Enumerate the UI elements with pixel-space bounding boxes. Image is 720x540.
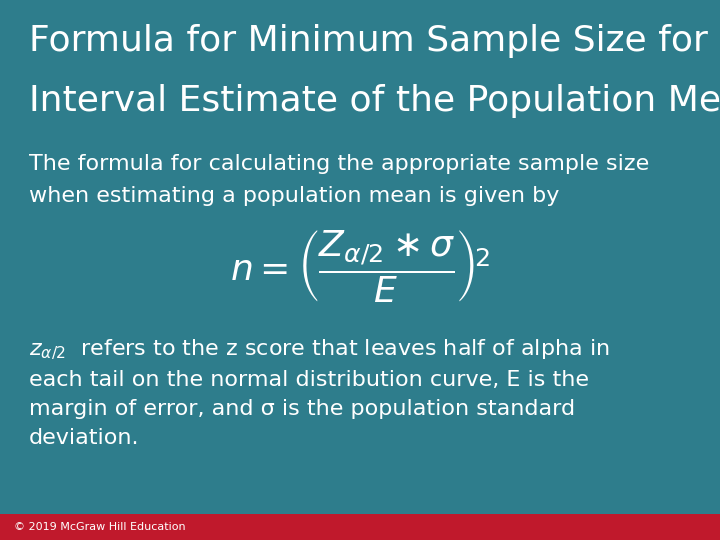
- Text: $n = \left(\dfrac{Z_{\alpha/2} \ast \sigma}{E}\right)^{\!2}$: $n = \left(\dfrac{Z_{\alpha/2} \ast \sig…: [230, 230, 490, 305]
- Text: Formula for Minimum Sample Size for an: Formula for Minimum Sample Size for an: [29, 24, 720, 58]
- Text: when estimating a population mean is given by: when estimating a population mean is giv…: [29, 186, 559, 206]
- Text: The formula for calculating the appropriate sample size: The formula for calculating the appropri…: [29, 154, 649, 174]
- Text: © 2019 McGraw Hill Education: © 2019 McGraw Hill Education: [14, 522, 186, 532]
- Text: Interval Estimate of the Population Mean: Interval Estimate of the Population Mean: [29, 84, 720, 118]
- Text: $z_{\alpha/2}$  refers to the z score that leaves half of alpha in
each tail on : $z_{\alpha/2}$ refers to the z score tha…: [29, 338, 609, 448]
- FancyBboxPatch shape: [0, 514, 720, 540]
